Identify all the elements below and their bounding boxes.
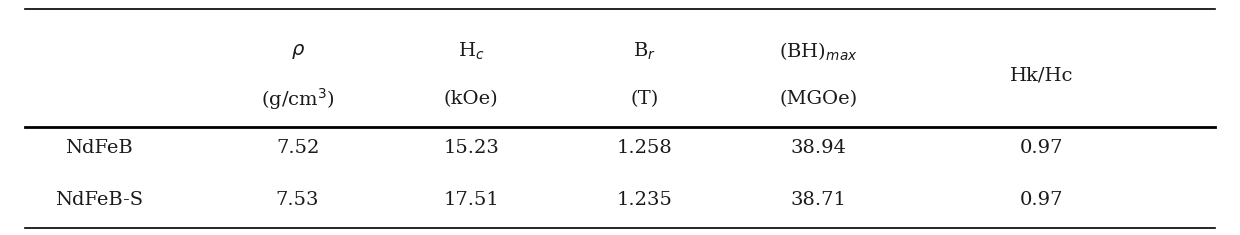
Text: (BH)$_{max}$: (BH)$_{max}$ (779, 41, 858, 63)
Text: (g/cm$^3$): (g/cm$^3$) (260, 86, 335, 112)
Text: 0.97: 0.97 (1019, 139, 1064, 157)
Text: (T): (T) (631, 90, 658, 108)
Text: (MGOe): (MGOe) (779, 90, 858, 108)
Text: 0.97: 0.97 (1019, 191, 1064, 209)
Text: B$_r$: B$_r$ (634, 41, 656, 62)
Text: Hk/Hc: Hk/Hc (1009, 66, 1074, 84)
Text: (kOe): (kOe) (444, 90, 498, 108)
Text: 1.235: 1.235 (616, 191, 673, 209)
Text: $\rho$: $\rho$ (290, 42, 305, 61)
Text: H$_c$: H$_c$ (458, 41, 485, 62)
Text: 1.258: 1.258 (618, 139, 672, 157)
Text: 7.52: 7.52 (277, 139, 319, 157)
Text: 38.71: 38.71 (790, 191, 847, 209)
Text: 15.23: 15.23 (443, 139, 500, 157)
Text: NdFeB-S: NdFeB-S (56, 191, 143, 209)
Text: 17.51: 17.51 (444, 191, 498, 209)
Text: NdFeB: NdFeB (66, 139, 133, 157)
Text: 38.94: 38.94 (790, 139, 847, 157)
Text: 7.53: 7.53 (275, 191, 320, 209)
